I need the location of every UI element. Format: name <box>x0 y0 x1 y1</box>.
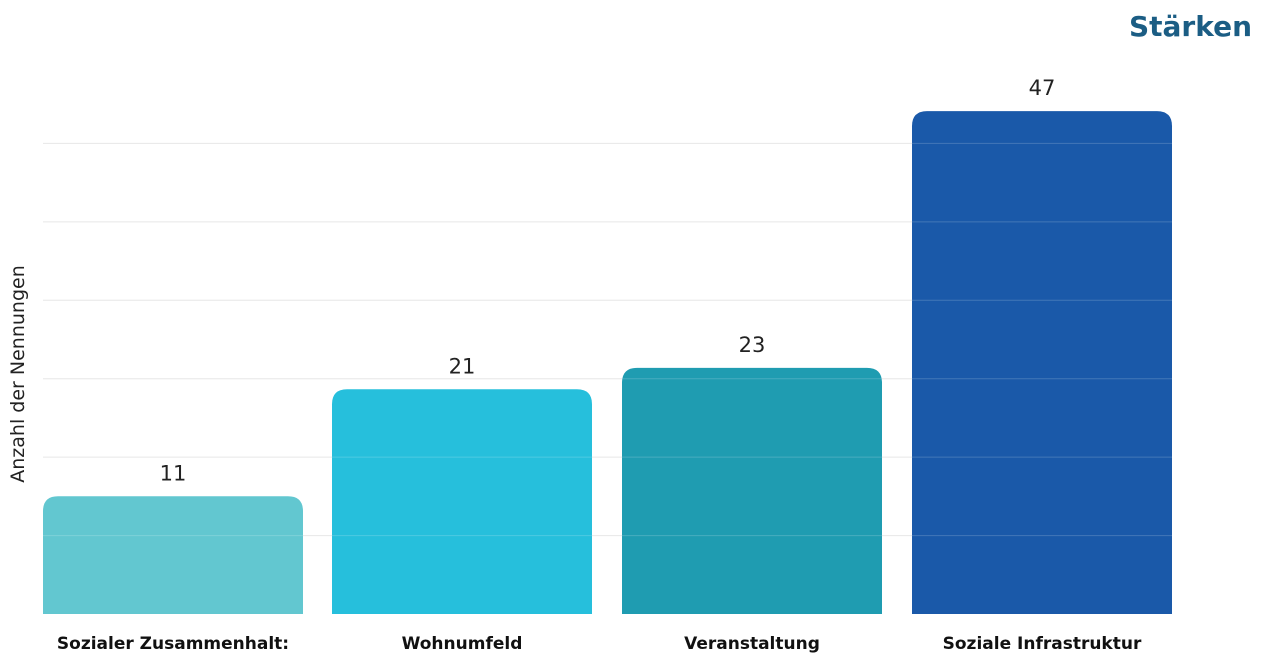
chart-title: Stärken <box>1128 10 1252 43</box>
category-label-2: Veranstaltung <box>684 634 820 654</box>
value-label-0: 11 <box>160 461 187 485</box>
value-label-2: 23 <box>739 333 766 357</box>
bar-0 <box>43 496 303 614</box>
value-label-1: 21 <box>449 354 476 378</box>
value-labels: 11 21 23 47 <box>160 76 1056 485</box>
bar-3 <box>912 111 1172 614</box>
category-label-1: Wohnumfeld <box>401 634 523 654</box>
category-label-3: Soziale Infrastruktur <box>942 634 1142 654</box>
value-label-3: 47 <box>1029 76 1056 100</box>
bar-2 <box>622 367 882 614</box>
category-label-0: Sozialer Zusammenhalt: <box>56 634 290 654</box>
bars <box>43 111 1172 614</box>
gridline-overlay <box>43 142 1172 537</box>
bar-1 <box>332 389 592 614</box>
